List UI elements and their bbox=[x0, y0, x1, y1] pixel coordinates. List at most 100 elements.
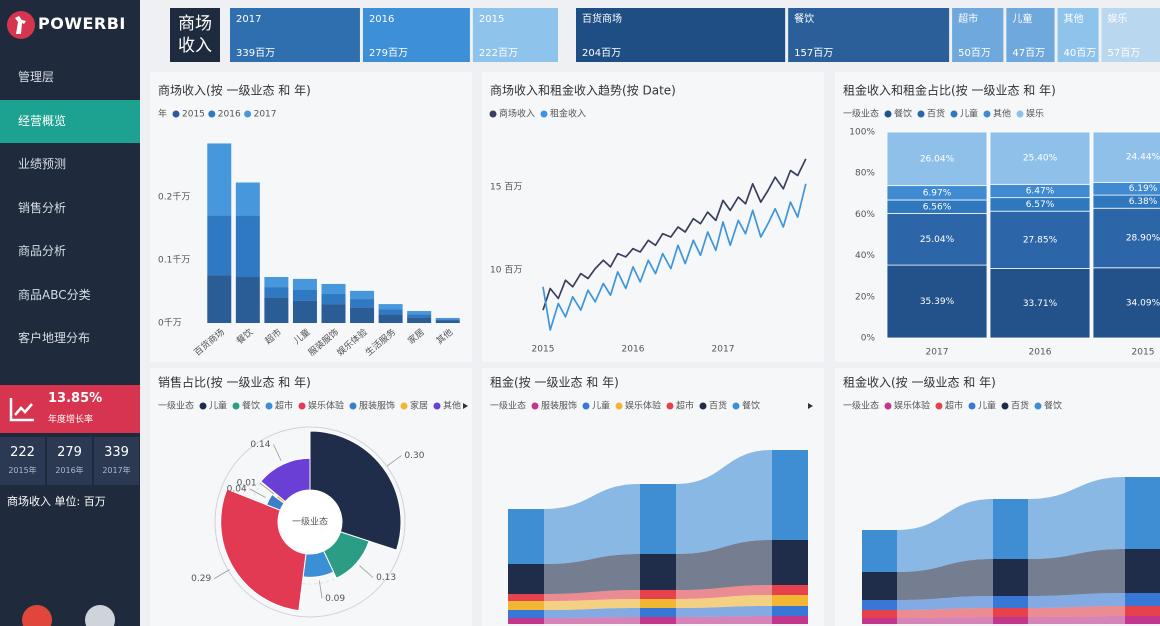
legend-label: 百货 bbox=[927, 108, 945, 120]
legend-swatch bbox=[968, 402, 976, 410]
segment-label: 6.97% bbox=[923, 188, 952, 198]
legend-swatch bbox=[199, 402, 207, 410]
ribbon-column bbox=[772, 606, 808, 616]
leader-line bbox=[213, 569, 230, 580]
ribbon bbox=[897, 617, 993, 624]
legend-swatch bbox=[884, 110, 892, 118]
treemap-tile bbox=[788, 8, 950, 62]
bar-segment bbox=[321, 283, 346, 295]
leader-line bbox=[249, 488, 266, 498]
legend-label: 儿童 bbox=[960, 108, 978, 120]
legend-swatch bbox=[983, 110, 991, 118]
legend-title: 一级业态 bbox=[490, 400, 526, 412]
legend-swatch bbox=[265, 402, 273, 410]
legend-swatch bbox=[884, 402, 892, 410]
menu-item[interactable]: 销售分析 bbox=[18, 200, 67, 215]
bar-segment bbox=[1092, 207, 1160, 269]
menu-item[interactable]: 管理层 bbox=[18, 70, 55, 84]
tile-value: 40百万 bbox=[1064, 47, 1097, 59]
bar-segment bbox=[350, 307, 375, 323]
menu-item[interactable]: 业绩预测 bbox=[18, 157, 67, 171]
year-cell: 339 2017年 bbox=[94, 437, 139, 485]
ribbon bbox=[544, 608, 640, 618]
ribbon bbox=[897, 596, 993, 610]
ribbon-column bbox=[772, 450, 808, 540]
rose-slice bbox=[265, 493, 285, 511]
y-tick-label: 40% bbox=[855, 251, 875, 261]
legend-swatch bbox=[582, 402, 590, 410]
bar-segment bbox=[407, 314, 432, 318]
x-tick-label: 2015 bbox=[532, 345, 555, 355]
ribbon-column bbox=[508, 610, 544, 618]
legend-label: 娱乐体验 bbox=[625, 400, 661, 412]
leader-line bbox=[273, 444, 282, 461]
rose-slice bbox=[309, 430, 402, 551]
ribbon bbox=[676, 595, 772, 608]
treemap-tile bbox=[1057, 8, 1099, 62]
rose-slice bbox=[220, 488, 307, 612]
legend-title: 一级业态 bbox=[158, 400, 194, 412]
legend-swatch bbox=[950, 110, 958, 118]
year-value: 279 bbox=[57, 445, 82, 460]
ribbon-column bbox=[993, 596, 1028, 608]
bar-segment bbox=[235, 182, 260, 216]
legend-label: 2017 bbox=[254, 110, 277, 120]
segment-label: 33.71% bbox=[1023, 299, 1058, 309]
ribbon bbox=[897, 499, 993, 572]
menu-item[interactable]: 客户地理分布 bbox=[18, 331, 91, 345]
y-tick-label: 60% bbox=[855, 210, 875, 220]
legend-label: 儿童 bbox=[592, 400, 610, 412]
tile-value: 157百万 bbox=[794, 47, 833, 59]
slice-label: 0.29 bbox=[191, 574, 211, 584]
leader-line bbox=[259, 482, 275, 495]
bar-segment bbox=[378, 314, 403, 323]
legend-swatch bbox=[540, 110, 548, 118]
ribbon-column bbox=[772, 540, 808, 585]
treemap-tile bbox=[952, 8, 1004, 62]
kpi-card: 13.85% 年度增长率 bbox=[0, 385, 140, 433]
legend-swatch bbox=[666, 402, 674, 410]
legend-swatch bbox=[1016, 110, 1024, 118]
legend-label: 百货 bbox=[1011, 400, 1029, 412]
legend-label: 2016 bbox=[218, 110, 241, 120]
segment-label: 6.47% bbox=[1026, 186, 1055, 196]
bar-segment bbox=[886, 213, 988, 266]
tile-value: 57百万 bbox=[1108, 47, 1141, 59]
tile-label: 餐饮 bbox=[794, 12, 814, 25]
y-tick-label: 100% bbox=[849, 128, 875, 138]
ribbon-column bbox=[640, 608, 676, 617]
leader-line bbox=[318, 580, 323, 599]
legend-swatch bbox=[615, 402, 623, 410]
menu-item[interactable]: 经营概览 bbox=[0, 99, 140, 143]
chart-title: 商场收入(按 一级业态 和 年) bbox=[158, 83, 311, 98]
legend-label: 餐饮 bbox=[742, 400, 760, 412]
ribbon-column bbox=[1125, 606, 1160, 616]
chart-title: 租金收入和租金占比(按 一级业态 和 年) bbox=[843, 83, 1056, 98]
legend-swatch bbox=[489, 110, 497, 118]
ribbon bbox=[897, 559, 993, 600]
bar-segment bbox=[378, 304, 403, 310]
segment-label: 6.38% bbox=[1129, 197, 1158, 207]
ribbon-column bbox=[640, 484, 676, 554]
legend-label: 商场收入 bbox=[499, 108, 535, 120]
x-tick-label: 2016 bbox=[622, 345, 645, 355]
legend-label: 其他 bbox=[993, 108, 1011, 120]
segment-label: 26.04% bbox=[920, 154, 955, 164]
bar-segment bbox=[264, 277, 289, 288]
menu-item[interactable]: 商品分析 bbox=[18, 244, 67, 258]
line-series bbox=[542, 158, 807, 311]
line-series bbox=[542, 183, 807, 331]
rose-slice bbox=[322, 531, 370, 579]
chart-title: 商场收入和租金收入趋势(按 Date) bbox=[490, 83, 676, 98]
logo-icon bbox=[7, 11, 35, 39]
y-tick-label: 0% bbox=[861, 334, 876, 344]
bar-segment bbox=[350, 299, 375, 308]
y-tick-label: 0千万 bbox=[158, 318, 182, 329]
menu-item[interactable]: 商品ABC分类 bbox=[18, 287, 91, 302]
icon-button[interactable] bbox=[85, 605, 115, 626]
icon-button[interactable] bbox=[22, 605, 52, 626]
ribbon-column bbox=[993, 499, 1028, 559]
kpi-icon bbox=[9, 398, 34, 422]
ribbon bbox=[1028, 616, 1125, 624]
